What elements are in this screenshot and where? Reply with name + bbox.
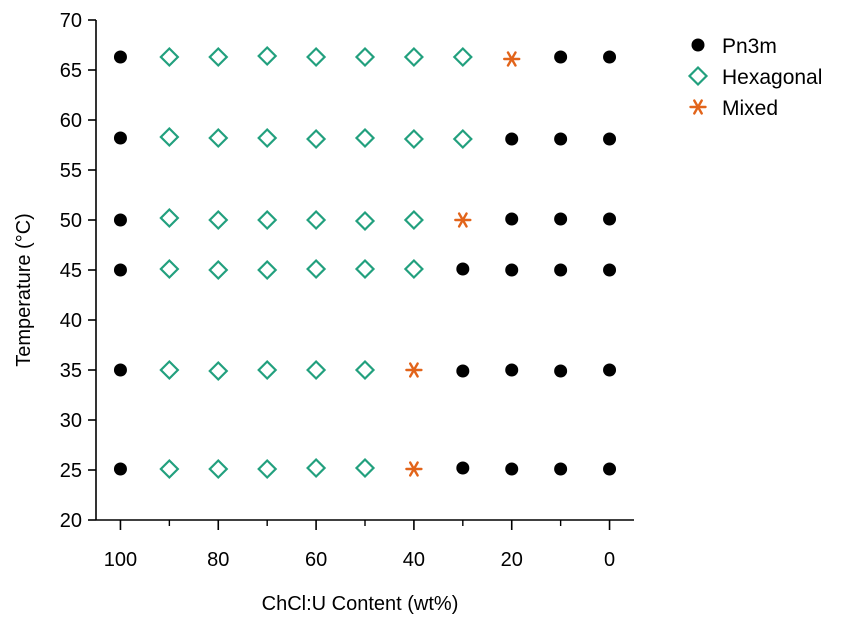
hexagonal-point xyxy=(354,359,376,381)
hexagonal-point xyxy=(354,258,376,280)
hexagonal-point xyxy=(159,258,180,280)
hexagonal-point xyxy=(306,359,327,381)
pn3m-point xyxy=(505,462,519,476)
hexagonal-point xyxy=(257,45,278,67)
y-tick-label: 35 xyxy=(60,360,82,382)
pn3m-point xyxy=(505,132,519,146)
legend-marker-hexagonal xyxy=(687,65,709,87)
pn3m-point xyxy=(603,212,617,226)
hexagonal-point xyxy=(354,457,376,479)
hexagonal-point xyxy=(208,127,229,149)
hexagonal-point xyxy=(257,127,278,149)
pn3m-point xyxy=(113,363,127,377)
pn3m-point xyxy=(554,132,568,146)
pn3m-point xyxy=(554,462,568,476)
hexagonal-point xyxy=(306,128,327,150)
hexagonal-point xyxy=(403,258,424,280)
x-tick-label: 80 xyxy=(207,549,229,571)
hexagonal-point xyxy=(403,209,424,231)
hexagonal-point xyxy=(159,126,180,148)
pn3m-point xyxy=(505,363,519,377)
hexagonal-point xyxy=(208,259,229,281)
x-tick-label: 0 xyxy=(604,549,615,571)
x-tick-label: 100 xyxy=(104,549,137,571)
y-tick-label: 70 xyxy=(60,10,82,32)
x-tick-label: 60 xyxy=(305,549,327,571)
legend-marker-pn3m xyxy=(691,38,705,52)
y-axis-title: Temperature (°C) xyxy=(13,213,35,367)
hexagonal-point xyxy=(306,209,327,231)
pn3m-point xyxy=(603,50,617,64)
mixed-point xyxy=(405,362,423,378)
hexagonal-point xyxy=(159,207,180,229)
mixed-point xyxy=(405,461,423,477)
pn3m-point xyxy=(603,263,617,277)
pn3m-point xyxy=(113,131,127,145)
pn3m-point xyxy=(456,262,470,276)
pn3m-point xyxy=(603,363,617,377)
pn3m-point xyxy=(505,212,519,226)
y-tick-label: 25 xyxy=(60,460,82,482)
hexagonal-point xyxy=(354,210,376,232)
mixed-point xyxy=(503,51,521,67)
legend-marker-mixed xyxy=(689,99,707,115)
x-tick-label: 40 xyxy=(403,549,425,571)
x-tick-label: 20 xyxy=(501,549,523,571)
pn3m-point xyxy=(603,132,617,146)
y-tick-label: 55 xyxy=(60,160,82,182)
y-tick-label: 50 xyxy=(60,210,82,232)
hexagonal-point xyxy=(159,458,180,480)
y-tick-label: 30 xyxy=(60,410,82,432)
hexagonal-point xyxy=(403,46,424,68)
hexagonal-point xyxy=(208,209,229,231)
hexagonal-point xyxy=(208,458,229,480)
mixed-point xyxy=(454,212,472,228)
ticks: 20 25 30 35 40 45 50 55 60 65 70 100 80 60 40 20 0 xyxy=(60,10,615,571)
y-tick-label: 60 xyxy=(60,110,82,132)
hexagonal-point xyxy=(306,258,327,280)
y-tick-label: 65 xyxy=(60,60,82,82)
legend-label-pn3m: Pn3m xyxy=(722,35,777,58)
hexagonal-point xyxy=(208,360,229,382)
hexagonal-point xyxy=(159,46,180,68)
legend-label-mixed: Mixed xyxy=(722,97,778,120)
hexagonal-point xyxy=(452,46,473,68)
hexagonal-point xyxy=(159,359,180,381)
hexagonal-point xyxy=(257,259,278,281)
pn3m-point xyxy=(456,364,470,378)
pn3m-point xyxy=(113,213,127,227)
hexagonal-point xyxy=(306,457,327,479)
hexagonal-point xyxy=(452,128,473,150)
pn3m-point xyxy=(505,263,519,277)
y-tick-label: 40 xyxy=(60,310,82,332)
hexagonal-point xyxy=(354,46,376,68)
data-points xyxy=(113,45,617,480)
hexagonal-point xyxy=(403,128,424,150)
hexagonal-point xyxy=(306,46,327,68)
pn3m-point xyxy=(113,462,127,476)
legend-label-hexagonal: Hexagonal xyxy=(722,66,822,89)
pn3m-point xyxy=(554,50,568,64)
hexagonal-point xyxy=(257,359,278,381)
pn3m-point xyxy=(113,50,127,64)
pn3m-point xyxy=(554,364,568,378)
y-tick-label: 20 xyxy=(60,510,82,532)
x-axis-title: ChCl:U Content (wt%) xyxy=(262,593,459,615)
hexagonal-point xyxy=(208,46,229,68)
pn3m-point xyxy=(554,212,568,226)
hexagonal-point xyxy=(354,127,376,149)
y-tick-label: 45 xyxy=(60,260,82,282)
pn3m-point xyxy=(603,462,617,476)
hexagonal-point xyxy=(257,458,278,480)
pn3m-point xyxy=(554,263,568,277)
hexagonal-point xyxy=(257,209,278,231)
legend: Pn3m Hexagonal Mixed xyxy=(687,35,822,120)
pn3m-point xyxy=(456,461,470,475)
pn3m-point xyxy=(113,263,127,277)
